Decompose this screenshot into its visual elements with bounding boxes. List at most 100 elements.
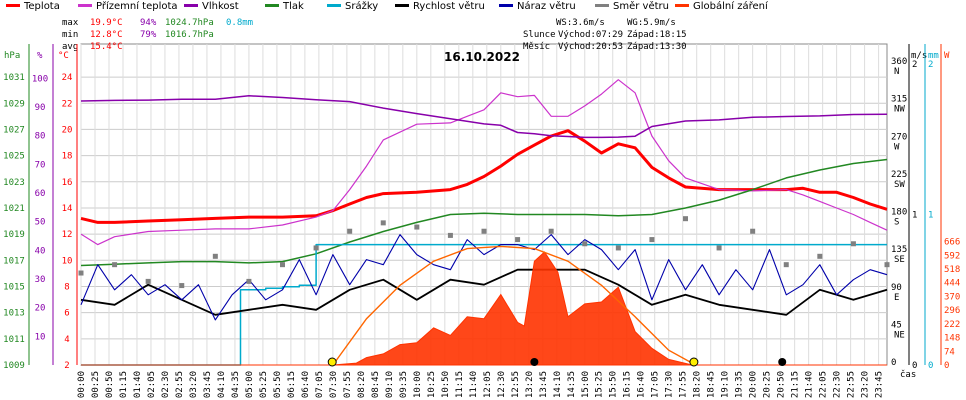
- moon-label: Měsíc: [523, 42, 550, 52]
- legend-swatch: [6, 4, 20, 7]
- humidity-tick: 20: [35, 304, 46, 314]
- stat-max-rain: 0.8mm: [226, 18, 253, 28]
- x-tick-label: 22:30: [833, 371, 843, 398]
- x-tick-label: 15:25: [595, 371, 605, 398]
- temperature-tick: 6: [64, 309, 69, 319]
- x-tick-label: 03:45: [203, 371, 213, 398]
- humidity-tick: 10: [35, 332, 46, 342]
- x-tick-label: 17:05: [651, 371, 661, 398]
- x-tick-label: 22:05: [819, 371, 829, 398]
- legend-label: Globální záření: [693, 0, 769, 12]
- x-tick-label: 11:40: [469, 371, 479, 398]
- stat-max-label: max: [62, 18, 79, 28]
- wind-direction-point: [380, 220, 386, 226]
- wind-direction-point: [112, 262, 118, 268]
- x-tick-label: 02:30: [161, 371, 171, 398]
- direction-tick-compass: NW: [894, 105, 905, 115]
- x-tick-label: 14:10: [553, 371, 563, 398]
- radiation-tick: 444: [944, 279, 960, 289]
- wind-gust-info: WG:5.9m/s: [627, 18, 676, 28]
- x-tick-label: 10:00: [413, 371, 423, 398]
- wind-direction-point: [481, 228, 487, 234]
- pressure-tick: 1019: [3, 230, 25, 240]
- temperature-tick: 4: [64, 335, 69, 345]
- pressure-tick: 1021: [3, 204, 25, 214]
- x-tick-label: 16:15: [623, 371, 633, 398]
- sun-rise: Východ:07:29: [558, 30, 623, 40]
- temperature-tick: 16: [62, 178, 73, 188]
- temperature-tick: 14: [62, 204, 73, 214]
- legend-swatch: [675, 4, 689, 7]
- humidity-tick: 100: [32, 74, 48, 84]
- legend-swatch: [395, 4, 409, 7]
- wind-direction-point: [515, 237, 521, 243]
- moon-set: Západ:13:30: [627, 42, 687, 52]
- x-tick-label: 10:25: [427, 371, 437, 398]
- x-tick-label: 05:50: [273, 371, 283, 398]
- wind-direction-point: [414, 224, 420, 230]
- sunset-marker: [689, 357, 699, 367]
- x-tick-label: 06:15: [287, 371, 297, 398]
- stat-avg-temp: 15.4°C: [90, 42, 123, 52]
- stats-block: max 19.9°C 94% 1024.7hPa 0.8mm min 12.8°…: [62, 18, 687, 52]
- humidity-tick: 60: [35, 189, 46, 199]
- wind-direction-point: [716, 245, 722, 251]
- x-tick-label: 08:45: [371, 371, 381, 398]
- rain-tick: 1: [928, 211, 933, 221]
- rain-line: [81, 243, 887, 366]
- wind-speed-tick: 2: [912, 60, 917, 70]
- direction-tick: 135: [891, 245, 907, 255]
- radiation-unit: W: [944, 51, 950, 61]
- pressure-tick: 1023: [3, 178, 25, 188]
- moonrise-marker: [778, 358, 787, 366]
- x-tick-label: 13:20: [525, 371, 535, 398]
- direction-tick: 45: [891, 320, 902, 330]
- direction-tick-compass: N: [894, 67, 899, 77]
- pressure-tick: 1009: [3, 361, 25, 371]
- temperature-tick: 12: [62, 230, 73, 240]
- radiation-tick: 0: [944, 361, 949, 371]
- direction-tick: 315: [891, 95, 907, 105]
- temperature-tick: 8: [64, 282, 69, 292]
- temperature-tick: 10: [62, 256, 73, 266]
- legend-label: Vlhkost: [202, 1, 239, 12]
- temperature-tick: 24: [62, 73, 73, 83]
- x-tick-label: 12:55: [511, 371, 521, 398]
- x-tick-label: 15:50: [609, 371, 619, 398]
- pressure-tick: 1015: [3, 282, 25, 292]
- radiation-tick: 370: [944, 292, 960, 302]
- stat-min-label: min: [62, 30, 78, 40]
- legend-label: Srážky: [345, 0, 378, 12]
- wind-direction-point: [246, 278, 252, 284]
- legend-swatch: [499, 4, 513, 7]
- x-tick-label: 20:25: [763, 371, 773, 398]
- wind-gust-line: [80, 234, 888, 321]
- stat-min-temp: 12.8°C: [90, 30, 123, 40]
- direction-tick-compass: SW: [894, 180, 905, 190]
- wind-direction-point: [179, 283, 185, 289]
- stat-min-pressure: 1016.7hPa: [165, 30, 214, 40]
- stat-avg-label: avg: [62, 42, 78, 52]
- x-tick-label: 03:20: [189, 371, 199, 398]
- x-tick-label: 06:40: [301, 371, 311, 398]
- x-tick-label: 13:45: [539, 371, 549, 398]
- x-tick-label: 20:50: [777, 371, 787, 398]
- stat-min-humidity: 79%: [140, 30, 157, 40]
- temperature-tick: 22: [62, 99, 73, 109]
- x-tick-label: 17:55: [679, 371, 689, 398]
- wind-speed-line: [80, 268, 888, 316]
- x-tick-label: 12:05: [483, 371, 493, 398]
- radiation-area: [81, 251, 887, 366]
- x-tick-label: 12:30: [497, 371, 507, 398]
- x-tick-label: 02:55: [175, 371, 185, 398]
- legend-swatch: [184, 4, 198, 7]
- chart-title: 16.10.2022: [444, 50, 520, 64]
- x-tick-label: 09:10: [385, 371, 395, 398]
- x-tick-label: 07:30: [329, 371, 339, 398]
- wind-speed-tick: 1: [912, 211, 917, 221]
- radiation-tick: 148: [944, 334, 960, 344]
- radiation-tick: 74: [944, 347, 955, 357]
- x-tick-label: 10:50: [441, 371, 451, 398]
- x-tick-label: 21:40: [805, 371, 815, 398]
- legend-swatch: [265, 4, 279, 7]
